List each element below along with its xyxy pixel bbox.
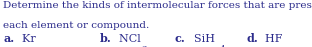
Text: SiH: SiH xyxy=(187,34,215,44)
Text: Determine the kinds of intermolecular forces that are present in: Determine the kinds of intermolecular fo… xyxy=(3,1,312,10)
Text: 3: 3 xyxy=(141,45,147,47)
Text: 4: 4 xyxy=(219,45,225,47)
Text: a.: a. xyxy=(3,33,14,44)
Text: b.: b. xyxy=(100,33,112,44)
Text: HF: HF xyxy=(258,34,283,44)
Text: each element or compound.: each element or compound. xyxy=(3,21,149,30)
Text: d.: d. xyxy=(246,33,258,44)
Text: Kr: Kr xyxy=(15,34,36,44)
Text: c.: c. xyxy=(175,33,185,44)
Text: NCl: NCl xyxy=(112,34,140,44)
